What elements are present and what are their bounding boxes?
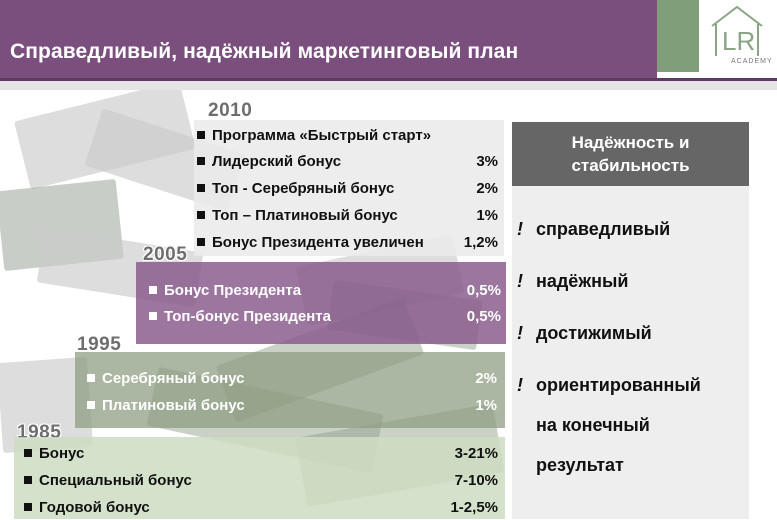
item-value: 1,2%: [463, 233, 498, 251]
square-bullet-icon: [197, 131, 205, 139]
panel-title-line1: Надёжность и: [571, 133, 690, 152]
item-label: Лидерский бонус: [212, 152, 342, 170]
list-item: Платиновый бонус 1%: [75, 392, 505, 418]
logo-area: [699, 0, 777, 76]
block-2010: Программа «Быстрый старт» Лидерский бону…: [194, 120, 504, 256]
item-value: 0,5%: [466, 281, 501, 299]
item-value: 1%: [475, 396, 497, 414]
page-title: Справедливый, надёжный маркетинговый пла…: [10, 40, 519, 63]
item-value: 3-21%: [454, 444, 498, 462]
list-item: Бонус Президента 0,5%: [136, 277, 506, 303]
item-label: Топ - Серебряный бонус: [212, 179, 395, 197]
list-item: Годовой бонус 1-2,5%: [14, 494, 505, 520]
item-label: Специальный бонус: [39, 471, 192, 489]
square-bullet-icon: [149, 286, 157, 294]
item-label: Бонус Президента увеличен: [212, 233, 424, 251]
list-item: Топ - Серебряный бонус 2%: [194, 175, 504, 201]
block-1985: Бонус 3-21% Специальный бонус 7-10% Годо…: [14, 437, 505, 519]
list-item: Бонус 3-21%: [14, 440, 505, 466]
square-bullet-icon: [197, 238, 205, 246]
item-value: 0,5%: [466, 307, 501, 325]
square-bullet-icon: [24, 476, 32, 484]
header-shadow: [0, 81, 777, 90]
panel-item-text: ориентированный: [536, 375, 701, 395]
list-item: Специальный бонус 7-10%: [14, 467, 505, 493]
item-label: Топ – Платиновый бонус: [212, 206, 398, 224]
lr-academy-logo: LR: [711, 5, 763, 56]
exclamation-icon: !: [517, 323, 523, 343]
block-1995: Серебряный бонус 2% Платиновый бонус 1%: [75, 352, 505, 428]
square-bullet-icon: [24, 503, 32, 511]
square-bullet-icon: [24, 449, 32, 457]
item-value: 1-2,5%: [450, 498, 498, 516]
panel-item-text: на конечный: [536, 415, 650, 435]
header-accent: [657, 0, 699, 72]
year-2005-label: 2005: [143, 244, 188, 265]
square-bullet-icon: [87, 401, 95, 409]
item-value: 3%: [476, 152, 498, 170]
panel-item-text: достижимый: [536, 323, 652, 343]
item-label: Платиновый бонус: [102, 396, 245, 414]
logo-text: ACADEMY: [731, 58, 773, 65]
list-item: Топ-бонус Президента 0,5%: [136, 303, 506, 329]
item-label: Топ-бонус Президента: [164, 307, 331, 325]
item-value: 7-10%: [454, 471, 498, 489]
item-value: 1%: [476, 206, 498, 224]
list-item: Серебряный бонус 2%: [75, 365, 505, 391]
item-value: 2%: [476, 179, 498, 197]
item-label: Бонус: [39, 444, 85, 462]
svg-text:LR: LR: [722, 26, 755, 56]
square-bullet-icon: [87, 374, 95, 382]
year-1995-label: 1995: [77, 334, 122, 355]
square-bullet-icon: [197, 211, 205, 219]
list-item: Бонус Президента увеличен 1,2%: [194, 229, 504, 255]
block-2005: Бонус Президента 0,5% Топ-бонус Президен…: [136, 262, 506, 344]
year-2010-label: 2010: [208, 100, 253, 121]
square-bullet-icon: [149, 312, 157, 320]
item-label: Серебряный бонус: [102, 369, 245, 387]
header-divider: [0, 78, 777, 81]
panel-item-text: справедливый: [536, 219, 671, 239]
square-bullet-icon: [197, 184, 205, 192]
item-value: 2%: [475, 369, 497, 387]
panel-item-text: надёжный: [536, 271, 629, 291]
square-bullet-icon: [197, 157, 205, 165]
list-item: Лидерский бонус 3%: [194, 148, 504, 174]
exclamation-icon: !: [517, 219, 523, 239]
exclamation-icon: !: [517, 271, 523, 291]
header-bar: Справедливый, надёжный маркетинговый пла…: [0, 0, 657, 78]
item-label: Бонус Президента: [164, 281, 302, 299]
list-item: Программа «Быстрый старт»: [194, 122, 504, 148]
panel-item-text: результат: [536, 455, 624, 475]
panel-body: ! справедливый ! надёжный ! достижимый !…: [512, 186, 749, 519]
panel-header: Надёжность и стабильность: [512, 122, 749, 186]
list-item: Топ – Платиновый бонус 1%: [194, 202, 504, 228]
item-label: Программа «Быстрый старт»: [212, 126, 432, 144]
exclamation-icon: !: [517, 375, 523, 395]
panel-title-line2: стабильность: [571, 156, 690, 175]
item-label: Годовой бонус: [39, 498, 150, 516]
